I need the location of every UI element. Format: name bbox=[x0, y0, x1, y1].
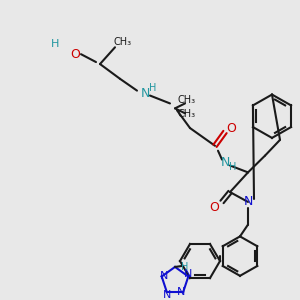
Text: N: N bbox=[140, 87, 150, 100]
Text: N: N bbox=[220, 156, 230, 169]
Text: H: H bbox=[149, 83, 157, 93]
Text: CH₃: CH₃ bbox=[178, 95, 196, 106]
Text: H: H bbox=[181, 262, 189, 272]
Text: CH₃: CH₃ bbox=[178, 109, 196, 119]
Text: O: O bbox=[209, 201, 219, 214]
Text: H: H bbox=[229, 163, 237, 172]
Text: H: H bbox=[51, 39, 59, 49]
Text: O: O bbox=[70, 48, 80, 61]
Text: N: N bbox=[160, 272, 168, 281]
Text: CH₃: CH₃ bbox=[114, 38, 132, 47]
Text: O: O bbox=[226, 122, 236, 135]
Text: N: N bbox=[163, 290, 171, 300]
Text: N: N bbox=[177, 287, 185, 297]
Text: N: N bbox=[243, 195, 253, 208]
Text: N: N bbox=[184, 268, 193, 278]
